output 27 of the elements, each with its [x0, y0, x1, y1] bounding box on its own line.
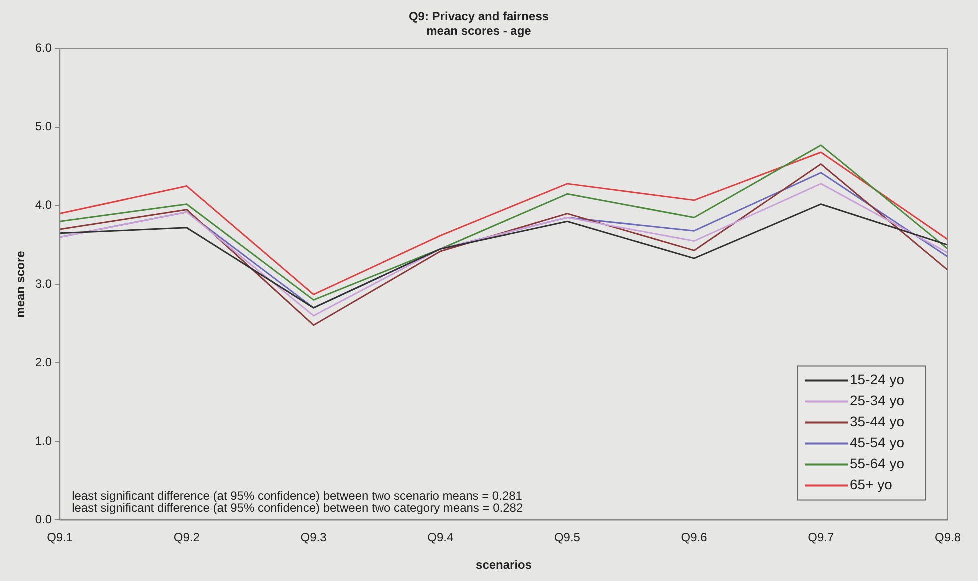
annotation: least significant difference (at 95% confidence) between two category means = 0.282 — [72, 501, 524, 516]
x-tick-label: Q9.1 — [47, 530, 74, 545]
x-tick-label: Q9.3 — [300, 530, 328, 545]
y-tick-label: 3.0 — [35, 276, 52, 291]
x-tick-label: Q9.5 — [554, 530, 581, 545]
x-tick-label: Q9.6 — [681, 530, 708, 545]
x-tick-label: Q9.7 — [808, 530, 834, 545]
x-tick-label: Q9.4 — [428, 530, 454, 545]
y-tick-label: 0.0 — [35, 512, 52, 527]
legend-label: 55-64 yo — [850, 456, 905, 472]
chart-subtitle: mean scores - age — [426, 24, 532, 38]
y-tick-label: 5.0 — [35, 120, 52, 134]
y-axis-title: mean score — [14, 250, 28, 318]
y-tick-label: 1.0 — [35, 434, 52, 448]
chart-title: Q9: Privacy and fairness — [408, 10, 550, 24]
legend-label: 65+ yo — [850, 476, 893, 493]
legend-label: 25-34 yo — [850, 392, 905, 409]
x-tick-label: Q9.8 — [934, 530, 962, 545]
y-tick-label: 6.0 — [35, 41, 52, 56]
y-tick-label: 2.0 — [35, 355, 52, 370]
legend-label: 45-54 yo — [850, 434, 905, 451]
legend-label: 35-44 yo — [850, 414, 905, 430]
legend-label: 15-24 yo — [850, 372, 905, 388]
x-tick-label: Q9.2 — [174, 530, 200, 545]
x-axis-title: scenarios — [476, 558, 532, 572]
annotation: least significant difference (at 95% confidence) between two scenario means = 0.281 — [72, 489, 523, 504]
y-tick-label: 4.0 — [35, 198, 52, 212]
